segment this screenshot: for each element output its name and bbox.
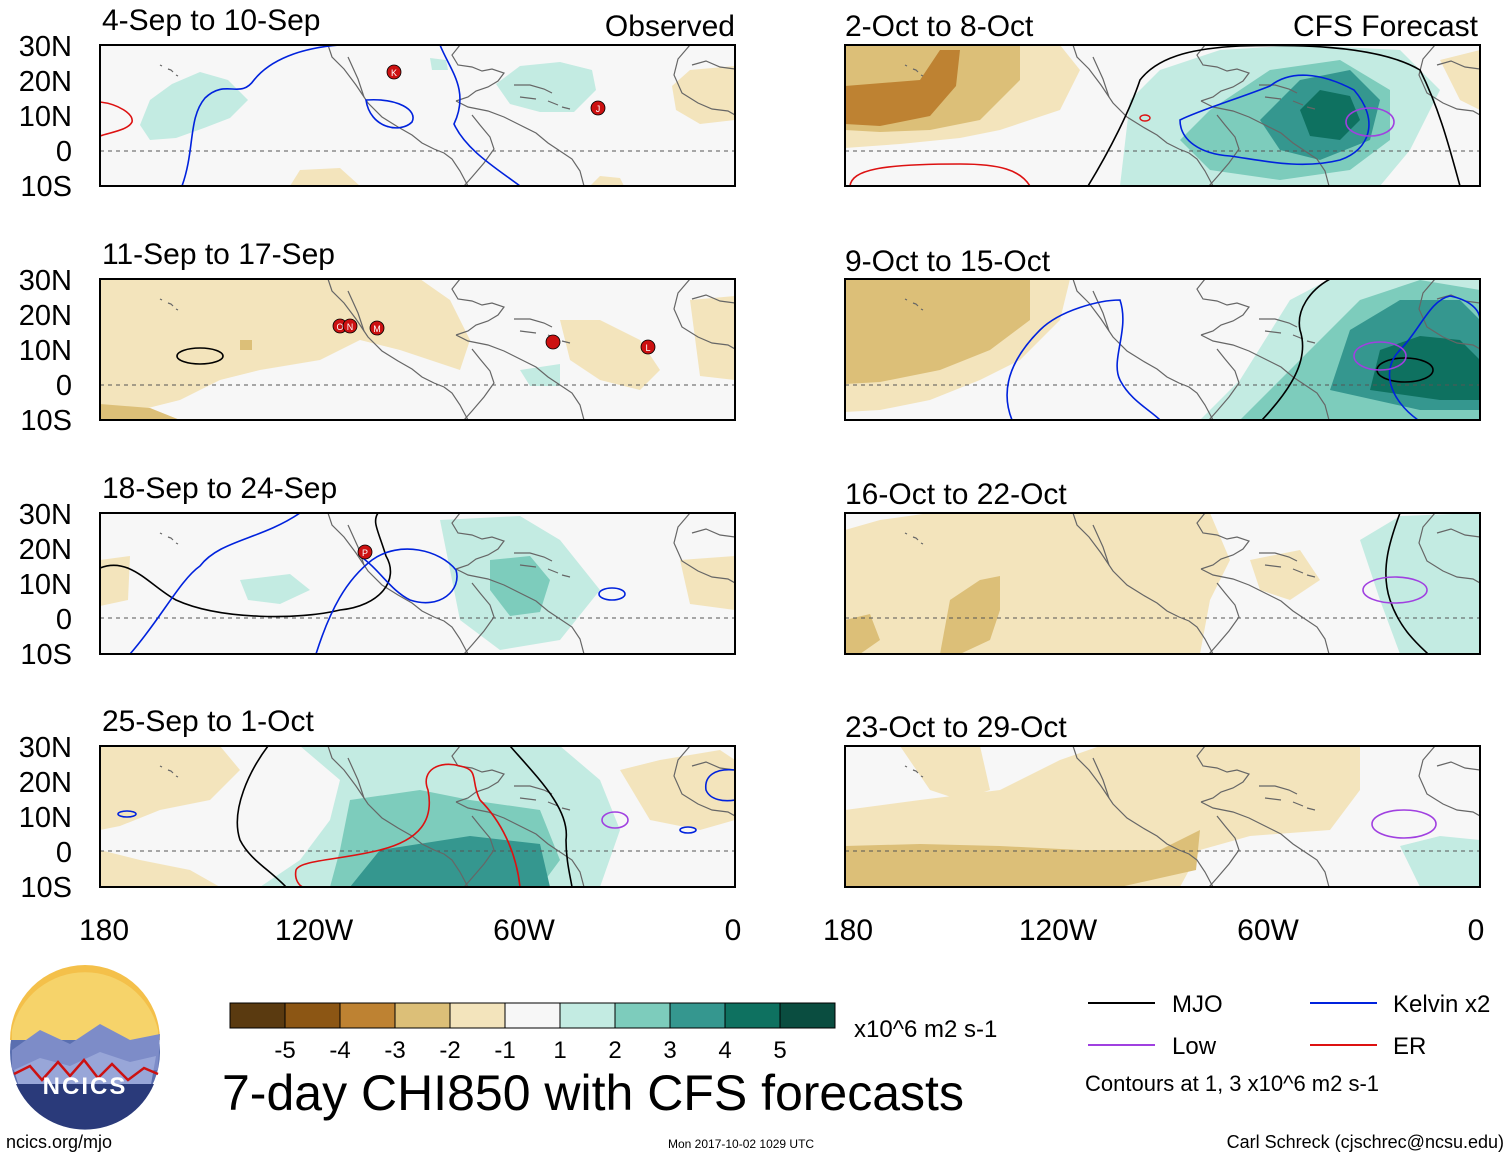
y-tick: 10N (19, 802, 72, 834)
y-tick: 20N (19, 66, 72, 98)
colorbar-tick: -2 (439, 1037, 460, 1064)
y-tick: 0 (56, 837, 72, 869)
storm-label: L (645, 343, 650, 353)
contour-note: Contours at 1, 3 x10^6 m2 s-1 (1085, 1071, 1380, 1096)
panel-title: 18-Sep to 24-Sep (102, 472, 337, 505)
y-tick: 30N (19, 732, 72, 764)
colorbar-tick: 4 (718, 1037, 731, 1064)
legend-er: ER (1393, 1033, 1426, 1060)
y-tick: 0 (56, 136, 72, 168)
panel-forecast-2: 9-Oct to 15-Oct (844, 245, 1481, 421)
colorbar-tick: -5 (274, 1037, 295, 1064)
storm-label: J (596, 104, 601, 114)
storm-label: M (373, 324, 381, 334)
colorbar: -5 -4 -3 -2 -1 1 2 3 4 5 (229, 1002, 836, 1064)
figure-title: 7-day CHI850 with CFS forecasts (222, 1065, 964, 1121)
y-tick: 10S (20, 639, 72, 671)
panel-observed-2: 11-Sep to 17-Sep O N M L (99, 238, 736, 421)
panel-title: 9-Oct to 15-Oct (845, 245, 1051, 278)
y-tick: 0 (56, 604, 72, 636)
colorbar-swatch (779, 1002, 836, 1029)
storm-label: N (347, 322, 354, 332)
panel-observed-3: 18-Sep to 24-Sep P (99, 472, 736, 655)
panel-title: 2-Oct to 8-Oct (845, 10, 1034, 43)
y-tick: 30N (19, 499, 72, 531)
source-link[interactable]: ncics.org/mjo (6, 1132, 113, 1152)
colorbar-swatch (449, 1002, 506, 1029)
colorbar-swatch (669, 1002, 726, 1029)
legend: MJO Kelvin x2 Low ER (1088, 991, 1490, 1060)
colorbar-swatch (339, 1002, 396, 1029)
forecast-header: CFS Forecast (1293, 10, 1479, 43)
x-tick: 60W (1237, 914, 1299, 947)
panel-forecast-1: 2-Oct to 8-Oct (844, 10, 1481, 187)
y-tick: 30N (19, 31, 72, 63)
legend-kelvin: Kelvin x2 (1393, 991, 1490, 1018)
storm-label: K (391, 68, 397, 78)
panel-title: 11-Sep to 17-Sep (102, 238, 335, 271)
colorbar-tick: 3 (663, 1037, 676, 1064)
x-tick: 60W (493, 914, 555, 947)
panel-observed-4: 25-Sep to 1-Oct (99, 705, 736, 888)
colorbar-tick: -3 (384, 1037, 405, 1064)
y-axis-labels: 30N 20N 10N 0 10S 30N 20N 10N 0 10S 30N … (19, 31, 72, 904)
colorbar-tick: 1 (553, 1037, 566, 1064)
y-tick: 20N (19, 300, 72, 332)
timestamp: Mon 2017-10-02 1029 UTC (668, 1137, 815, 1151)
logo-text: NCICS (43, 1073, 128, 1100)
panel-observed-1: 4-Sep to 10-Sep K J (99, 4, 736, 187)
y-tick: 20N (19, 767, 72, 799)
colorbar-swatch (229, 1002, 286, 1029)
colorbar-tick: 2 (608, 1037, 621, 1064)
observed-header: Observed (605, 10, 735, 43)
y-tick: 20N (19, 534, 72, 566)
legend-mjo: MJO (1172, 991, 1223, 1018)
y-tick: 0 (56, 370, 72, 402)
colorbar-tick: -1 (494, 1037, 515, 1064)
x-tick: 0 (725, 914, 742, 947)
y-tick: 10N (19, 101, 72, 133)
y-tick: 10S (20, 405, 72, 437)
storm-label: P (362, 548, 368, 558)
y-tick: 10N (19, 335, 72, 367)
colorbar-tick: 5 (773, 1037, 786, 1064)
x-axis-labels: 180 120W 60W 0 180 120W 60W 0 (79, 914, 1484, 947)
x-tick: 0 (1468, 914, 1485, 947)
x-tick: 120W (1019, 914, 1098, 947)
panel-title: 16-Oct to 22-Oct (845, 478, 1067, 511)
x-tick: 180 (823, 914, 873, 947)
colorbar-swatch (504, 1002, 561, 1029)
panel-forecast-3: 16-Oct to 22-Oct (844, 478, 1481, 655)
colorbar-tick: -4 (329, 1037, 350, 1064)
colorbar-units: x10^6 m2 s-1 (854, 1016, 998, 1043)
x-tick: 180 (79, 914, 129, 947)
y-tick: 10N (19, 569, 72, 601)
ncics-logo: NCICS (10, 965, 160, 1130)
y-tick: 30N (19, 265, 72, 297)
panel-title: 4-Sep to 10-Sep (102, 4, 320, 37)
panel-title: 23-Oct to 29-Oct (845, 711, 1067, 744)
y-tick: 10S (20, 872, 72, 904)
storm-label: O (336, 322, 343, 332)
panel-forecast-4: 23-Oct to 29-Oct (844, 711, 1481, 888)
author-credit: Carl Schreck (cjschrec@ncsu.edu) (1226, 1132, 1504, 1152)
x-tick: 120W (275, 914, 354, 947)
colorbar-swatch (724, 1002, 781, 1029)
colorbar-swatch (559, 1002, 616, 1029)
y-tick: 10S (20, 171, 72, 203)
legend-low: Low (1172, 1033, 1217, 1060)
colorbar-swatch (614, 1002, 671, 1029)
panel-title: 25-Sep to 1-Oct (102, 705, 314, 738)
colorbar-swatch (394, 1002, 451, 1029)
colorbar-swatch (284, 1002, 341, 1029)
